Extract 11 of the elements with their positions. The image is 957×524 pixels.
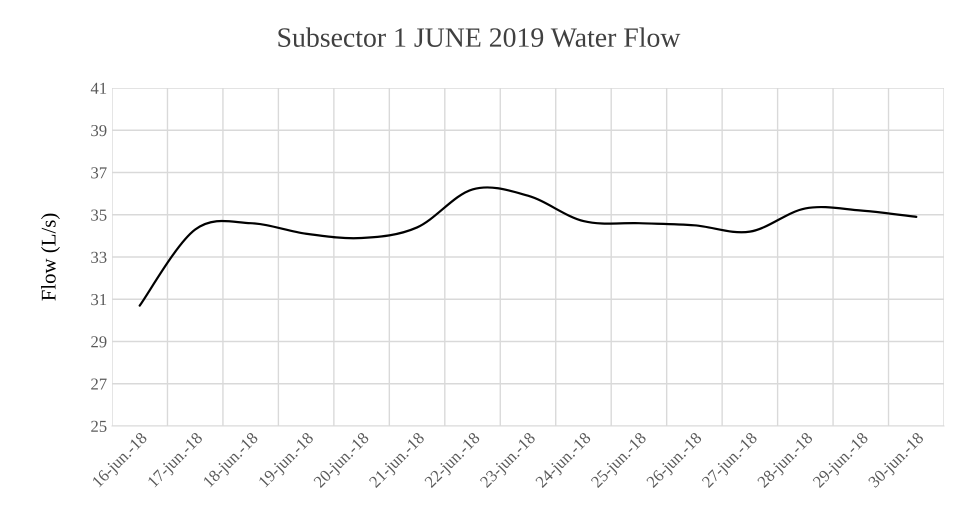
y-axis-title: Flow (L/s) xyxy=(41,214,60,301)
y-tick-label: 39 xyxy=(91,124,106,136)
y-tick-label: 33 xyxy=(91,252,106,263)
y-tick-label: 29 xyxy=(91,336,106,348)
y-tick-label: 35 xyxy=(91,209,106,221)
y-tick-label: 41 xyxy=(90,82,106,94)
chart-title: Subsector 1 JUNE 2019 Water Flow xyxy=(278,27,680,48)
y-tick-label: 27 xyxy=(91,378,107,390)
y-tick-label: 37 xyxy=(91,167,107,178)
y-tick-label: 31 xyxy=(91,294,106,306)
y-tick-label: 25 xyxy=(91,420,106,432)
